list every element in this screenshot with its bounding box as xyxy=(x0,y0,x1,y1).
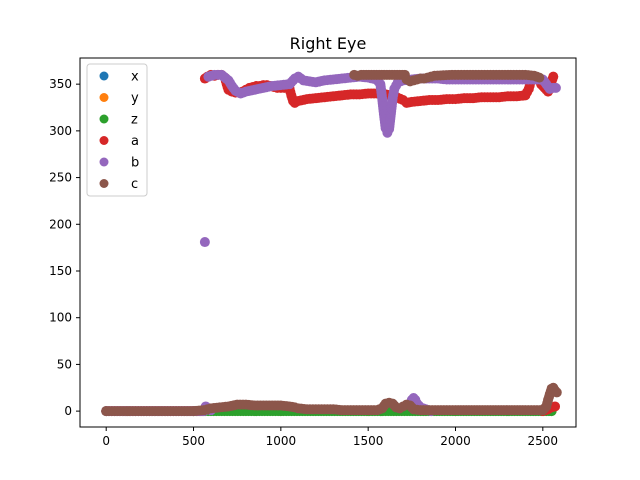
y-axis: 0 50 100 150 200 250 300 350 xyxy=(49,77,80,418)
chart-title: Right Eye xyxy=(290,34,367,53)
legend-label: x xyxy=(131,70,139,85)
legend-label: b xyxy=(131,156,139,171)
legend-item-a: a xyxy=(99,134,139,149)
plot-area xyxy=(101,69,562,417)
legend-marker xyxy=(99,179,109,188)
data-point xyxy=(199,237,210,248)
legend-item-x: x xyxy=(99,70,139,85)
data-point xyxy=(534,72,545,83)
data-point xyxy=(551,387,562,398)
x-axis: 0 500 1000 1500 2000 2500 xyxy=(102,427,558,448)
y-tick-label: 0 xyxy=(64,404,72,418)
y-tick-label: 150 xyxy=(49,264,72,278)
x-tick-label: 0 xyxy=(102,434,110,448)
legend-item-c: c xyxy=(99,177,138,192)
y-tick-label: 350 xyxy=(49,77,72,91)
data-point xyxy=(550,82,561,93)
legend-marker xyxy=(99,114,109,124)
legend-label: y xyxy=(131,91,139,106)
y-tick-label: 50 xyxy=(57,357,72,371)
legend-marker xyxy=(99,93,109,102)
legend-item-z: z xyxy=(99,113,138,128)
legend-marker xyxy=(99,157,109,167)
y-tick-label: 300 xyxy=(49,124,72,138)
legend-label: a xyxy=(131,134,139,149)
legend-marker xyxy=(99,136,109,145)
legend-item-y: y xyxy=(99,91,139,106)
data-point xyxy=(548,71,559,82)
x-tick-label: 500 xyxy=(182,434,205,448)
y-tick-label: 100 xyxy=(49,311,72,325)
y-tick-label: 200 xyxy=(49,217,72,231)
legend-marker xyxy=(99,71,109,81)
y-tick-label: 250 xyxy=(49,171,72,185)
x-tick-label: 2500 xyxy=(528,434,559,448)
legend-label: c xyxy=(131,177,138,192)
axes-frame xyxy=(79,57,577,428)
legend-label: z xyxy=(131,113,138,128)
data-point xyxy=(550,401,561,412)
x-tick-label: 1000 xyxy=(266,434,297,448)
series-c xyxy=(101,69,562,417)
x-tick-label: 1500 xyxy=(353,434,384,448)
x-tick-label: 2000 xyxy=(440,434,471,448)
legend-item-b: b xyxy=(99,156,139,171)
